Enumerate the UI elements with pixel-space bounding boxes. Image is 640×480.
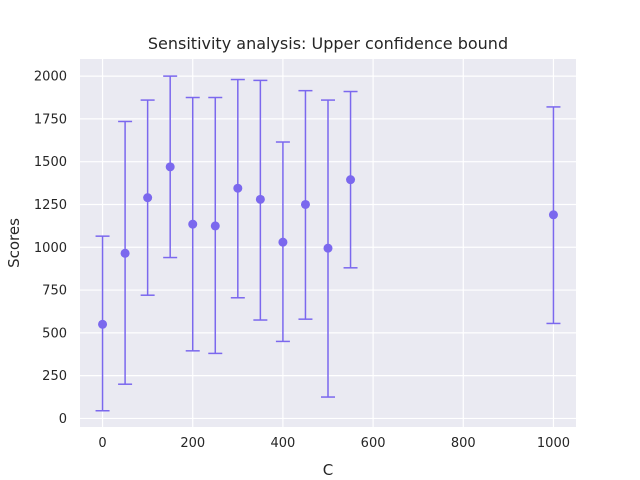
data-point (188, 219, 198, 229)
y-tick-label: 1000 (34, 241, 67, 256)
error-bar-point (163, 75, 178, 259)
data-point (233, 183, 243, 193)
data-point (346, 175, 356, 185)
data-point (548, 210, 558, 220)
error-bar-point (208, 96, 223, 355)
y-tick-label: 1750 (34, 112, 67, 127)
y-tick-label: 0 (59, 412, 67, 427)
error-bar-point (298, 89, 313, 320)
x-tick-label: 200 (180, 436, 205, 451)
x-tick-label: 800 (451, 436, 476, 451)
data-point (278, 237, 288, 247)
data-point (98, 319, 108, 329)
error-bar-point (118, 120, 133, 385)
error-bar-point (321, 99, 335, 398)
x-axis-label: C (323, 461, 333, 479)
error-bar-point (275, 141, 290, 343)
y-tick-label: 1250 (34, 198, 67, 213)
x-tick-label: 600 (361, 436, 386, 451)
x-tick-label: 400 (270, 436, 295, 451)
error-bar-point (253, 79, 268, 321)
x-tick-label: 0 (98, 436, 106, 451)
y-tick-label: 2000 (34, 70, 67, 85)
y-tick-label: 750 (42, 284, 67, 299)
y-tick-label: 250 (42, 369, 67, 384)
error-bar-point (140, 99, 155, 296)
error-bar-point (343, 90, 358, 269)
y-tick-label: 1500 (34, 155, 67, 170)
data-point (143, 193, 153, 203)
y-tick-label: 500 (42, 326, 67, 341)
data-point (255, 194, 265, 204)
error-bar-point (185, 96, 200, 352)
data-point (120, 248, 130, 258)
data-points (95, 75, 561, 412)
error-bar-point (230, 78, 245, 299)
data-point (165, 162, 175, 172)
chart-title: Sensitivity analysis: Upper confidence b… (148, 34, 508, 53)
error-bar-point (546, 106, 561, 325)
error-bar-point (95, 235, 110, 412)
x-tick-label: 1000 (537, 436, 570, 451)
data-point (323, 243, 333, 253)
data-point (210, 221, 220, 231)
x-axis-ticks: 0 200 400 600 800 1000 (98, 436, 570, 451)
y-axis-ticks: 0 250 500 750 1000 1250 1500 1750 2000 (34, 70, 67, 427)
data-point (300, 199, 310, 209)
y-axis-label: Scores (5, 218, 23, 268)
